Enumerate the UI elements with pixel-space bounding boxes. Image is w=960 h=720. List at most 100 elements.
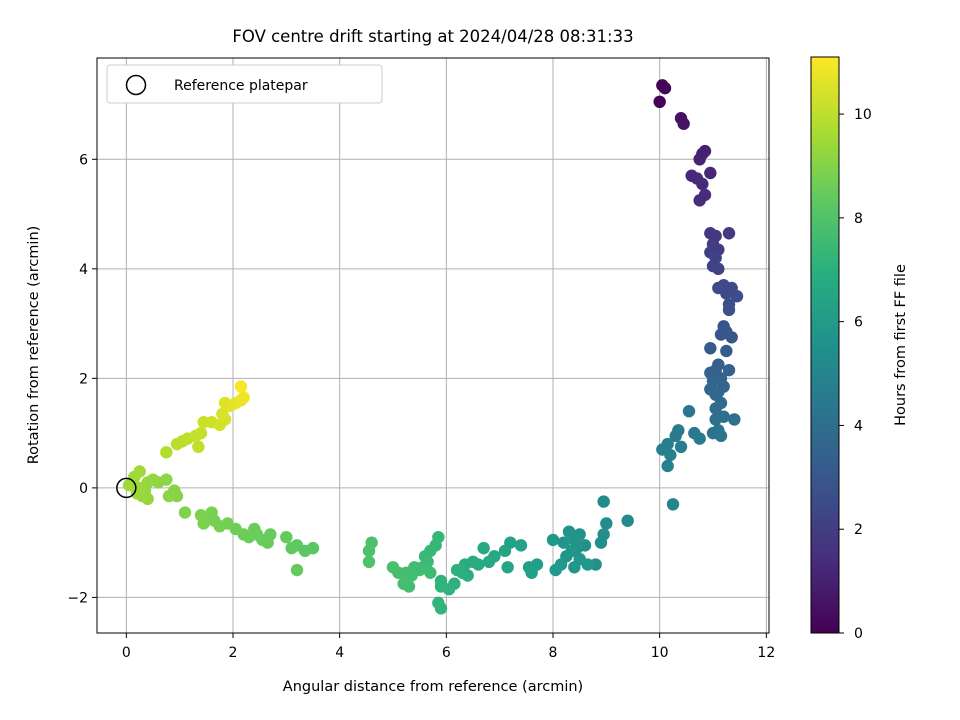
data-point — [234, 380, 248, 393]
legend-reference-label: Reference platepar — [174, 78, 308, 94]
data-point — [730, 290, 744, 303]
data-point — [664, 448, 677, 462]
x-tick-label: 8 — [549, 645, 558, 661]
data-point — [597, 495, 610, 508]
data-point — [669, 429, 682, 443]
data-point — [514, 539, 528, 552]
data-point — [704, 166, 717, 180]
legend: Reference platepar — [106, 64, 383, 104]
colorbar-tick-label: 0 — [854, 626, 863, 642]
data-point — [568, 561, 581, 574]
data-point — [693, 432, 706, 445]
data-point — [720, 287, 733, 300]
data-point — [581, 558, 594, 571]
data-point — [661, 459, 674, 473]
x-axis-ticks: 0 2 4 6 8 10 12 — [122, 633, 775, 661]
data-point — [285, 541, 298, 555]
x-tick-label: 0 — [122, 645, 131, 661]
data-point — [362, 555, 376, 569]
data-point — [386, 561, 400, 574]
data-point — [653, 95, 666, 109]
data-point — [237, 391, 250, 404]
data-point — [693, 153, 706, 166]
data-point — [122, 478, 136, 492]
data-point — [696, 177, 709, 191]
data-point — [709, 402, 722, 415]
data-point — [434, 580, 448, 593]
data-point — [666, 498, 680, 511]
data-point — [434, 602, 448, 615]
x-axis-label: Angular distance from reference (arcmin) — [283, 679, 583, 695]
data-point — [160, 446, 173, 459]
data-point — [178, 506, 192, 519]
colorbar-tick-label: 2 — [854, 522, 863, 538]
y-tick-label: 0 — [79, 481, 88, 497]
chart-title: FOV centre drift starting at 2024/04/28 … — [232, 27, 633, 46]
colorbar-tick-label: 4 — [854, 418, 863, 434]
colorbar-tick-label: 6 — [854, 315, 863, 331]
y-tick-label: 4 — [79, 262, 88, 278]
data-point — [557, 536, 570, 549]
colorbar-tick-label: 10 — [854, 107, 872, 123]
data-point — [712, 262, 725, 276]
data-point — [290, 563, 304, 577]
grid-lines — [97, 58, 769, 633]
data-point — [280, 530, 293, 544]
colorbar-gradient — [810, 56, 840, 634]
x-tick-label: 4 — [335, 645, 344, 661]
data-point — [450, 563, 464, 577]
y-axis-ticks: −2 0 2 4 6 — [67, 152, 97, 606]
data-point — [362, 544, 376, 558]
data-point — [722, 303, 736, 317]
data-point — [525, 566, 538, 579]
colorbar: 0 2 4 6 8 10 Hours from first FF file — [810, 56, 909, 642]
data-point — [498, 544, 512, 558]
data-point — [216, 407, 229, 421]
data-point — [194, 509, 208, 522]
data-point — [728, 413, 741, 426]
data-point — [205, 506, 218, 519]
data-point — [594, 536, 608, 549]
data-point — [709, 413, 722, 426]
reference-platepar-marker — [116, 477, 137, 499]
data-point — [424, 566, 437, 579]
data-point — [682, 405, 696, 418]
legend-reference-marker — [125, 74, 147, 96]
data-point — [621, 514, 634, 527]
data-point — [725, 331, 738, 344]
x-tick-label: 12 — [757, 645, 775, 661]
data-point — [658, 81, 672, 95]
y-tick-label: −2 — [67, 590, 88, 606]
data-point — [501, 561, 514, 574]
data-point — [677, 117, 690, 130]
scatter-points — [122, 79, 744, 615]
data-point — [546, 533, 560, 547]
plot-area-frame — [96, 57, 770, 634]
colorbar-tick-label: 8 — [854, 211, 863, 227]
colorbar-label: Hours from first FF file — [893, 264, 909, 426]
data-point — [600, 517, 613, 530]
data-point — [714, 429, 728, 443]
data-point — [477, 541, 490, 555]
data-point — [704, 342, 717, 355]
data-point — [674, 440, 688, 454]
data-point — [192, 440, 205, 454]
data-point — [162, 489, 176, 503]
x-tick-label: 2 — [229, 645, 238, 661]
x-tick-label: 6 — [442, 645, 451, 661]
y-tick-label: 6 — [79, 152, 88, 168]
data-point — [714, 328, 728, 341]
data-point — [722, 363, 736, 377]
y-axis-label: Rotation from reference (arcmin) — [26, 226, 42, 465]
colorbar-ticks: 0 2 4 6 8 10 — [839, 107, 872, 642]
data-point — [693, 194, 706, 207]
data-point — [722, 227, 736, 240]
data-point — [482, 555, 496, 569]
data-point — [720, 344, 733, 358]
data-point — [133, 465, 146, 478]
y-tick-label: 2 — [79, 371, 88, 387]
data-point — [397, 577, 410, 590]
x-tick-label: 10 — [651, 645, 669, 661]
data-point — [194, 426, 208, 440]
